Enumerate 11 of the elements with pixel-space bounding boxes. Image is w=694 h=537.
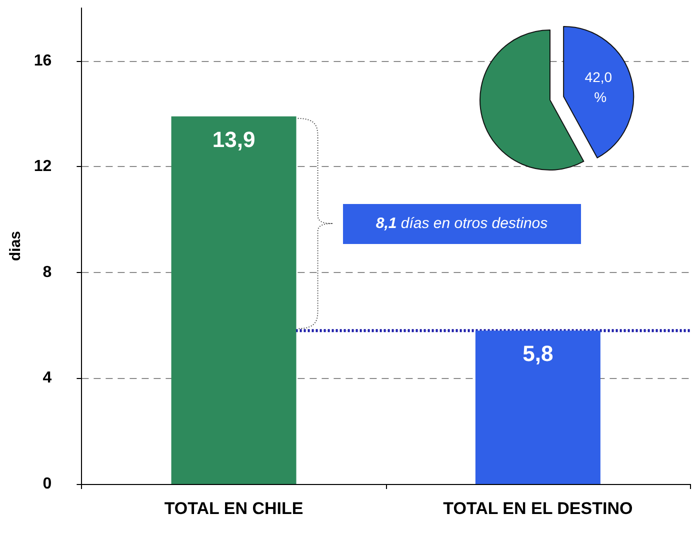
- y-tick-label: 8: [42, 264, 52, 281]
- y-tick-label: 12: [34, 158, 52, 176]
- y-axis-title: dias: [7, 230, 24, 262]
- y-tick-label: 4: [42, 370, 52, 387]
- x-tick-label: TOTAL EN EL DESTINO: [443, 499, 633, 518]
- data-label: 5,8: [522, 341, 554, 366]
- data-label: 42,0 %: [584, 69, 616, 106]
- data-label: 13,9: [212, 126, 256, 152]
- y-tick-label: 0: [42, 476, 52, 492]
- y-tick-label: 16: [34, 52, 52, 70]
- x-tick-label: TOTAL EN CHILE: [164, 499, 304, 518]
